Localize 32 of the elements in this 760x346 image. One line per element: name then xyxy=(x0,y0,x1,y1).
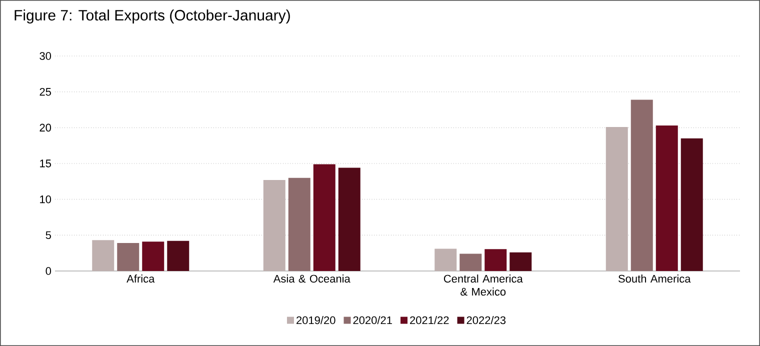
bar xyxy=(288,178,310,271)
bar xyxy=(117,243,140,271)
x-tick-label: Asia & Oceania xyxy=(273,274,350,283)
bar xyxy=(167,240,190,271)
legend-label: 2020/21 xyxy=(353,316,392,324)
x-tick-label: Africa xyxy=(126,274,155,283)
bar xyxy=(263,180,286,271)
bar xyxy=(680,138,703,271)
y-tick-label: 25 xyxy=(40,88,51,96)
chart-title: Figure 7: Total Exports (October-January) xyxy=(14,10,290,24)
x-tick-label: South America xyxy=(618,274,691,283)
bar xyxy=(92,240,114,271)
y-tick-label: 5 xyxy=(46,231,51,240)
y-tick-label: 15 xyxy=(40,160,51,168)
bar xyxy=(338,168,360,271)
bar xyxy=(630,100,653,271)
y-tick-label: 0 xyxy=(46,267,52,275)
x-tick-label: Central America & Mexico xyxy=(444,274,523,296)
legend-label: 2021/22 xyxy=(410,316,449,324)
legend-label: 2022/23 xyxy=(466,316,506,324)
bar xyxy=(606,126,628,271)
y-tick-label: 10 xyxy=(40,195,52,204)
y-tick-label: 20 xyxy=(40,124,52,132)
bar xyxy=(313,164,336,271)
bar xyxy=(656,126,678,271)
bar xyxy=(510,252,532,271)
bar xyxy=(460,254,482,271)
bar xyxy=(484,249,507,271)
bar xyxy=(142,242,164,271)
legend-label: 2019/20 xyxy=(296,316,336,324)
bar xyxy=(434,248,457,271)
y-tick-label: 30 xyxy=(40,52,52,60)
